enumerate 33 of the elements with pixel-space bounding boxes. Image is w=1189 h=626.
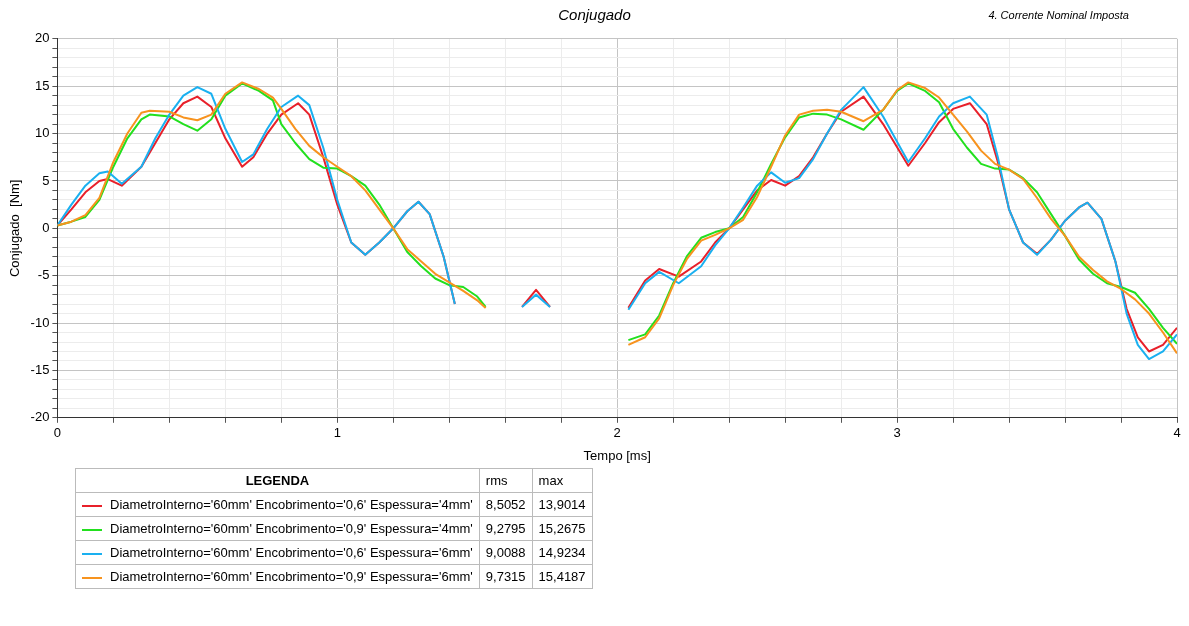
- y-tick-label: -15: [30, 362, 50, 377]
- text: 14,9234: [532, 540, 593, 565]
- text: 8,5052: [479, 492, 533, 517]
- y-axis-title: Conjugado [Nm]: [7, 179, 23, 278]
- legend-label: DiametroInterno='60mm' Encobrimento='0,6' Espessura='4mm': [75, 492, 480, 517]
- y-tick-label: 15: [34, 77, 50, 93]
- text: rms: [479, 468, 533, 493]
- x-tick-label: 0: [53, 425, 62, 441]
- x-axis-title: Tempo [ms]: [583, 447, 651, 463]
- text: 9,7315: [479, 564, 533, 589]
- text: 15,2675: [532, 516, 593, 541]
- x-tick-label: 4: [1173, 425, 1181, 441]
- x-tick-label: 3: [893, 425, 901, 441]
- y-tick-label: 5: [42, 172, 50, 188]
- x-tick-label: 1: [333, 425, 341, 441]
- text: 9,0088: [479, 540, 533, 565]
- chart-title: Conjugado: [558, 6, 631, 23]
- legend-label: DiametroInterno='60mm' Encobrimento='0,9' Espessura='6mm': [75, 564, 480, 589]
- text: 9,2795: [479, 516, 533, 541]
- y-tick-label: -10: [30, 314, 50, 330]
- y-tick-label: 20: [34, 30, 50, 46]
- y-tick-label: 10: [34, 125, 50, 141]
- text: 13,9014: [532, 492, 593, 517]
- legend-label: DiametroInterno='60mm' Encobrimento='0,9' Espessura='4mm': [75, 516, 480, 541]
- y-tick-label: 0: [42, 219, 50, 235]
- x-tick-label: 2: [613, 425, 621, 441]
- text: 15,4187: [532, 564, 593, 589]
- legend-label: DiametroInterno='60mm' Encobrimento='0,6' Espessura='6mm': [75, 540, 480, 565]
- legend-title: LEGENDA: [75, 468, 480, 493]
- chart-subtitle: 4. Corrente Nominal Imposta: [988, 9, 1129, 21]
- y-tick-label: -20: [30, 409, 50, 425]
- text: max: [532, 468, 593, 493]
- y-tick-label: -5: [37, 267, 50, 283]
